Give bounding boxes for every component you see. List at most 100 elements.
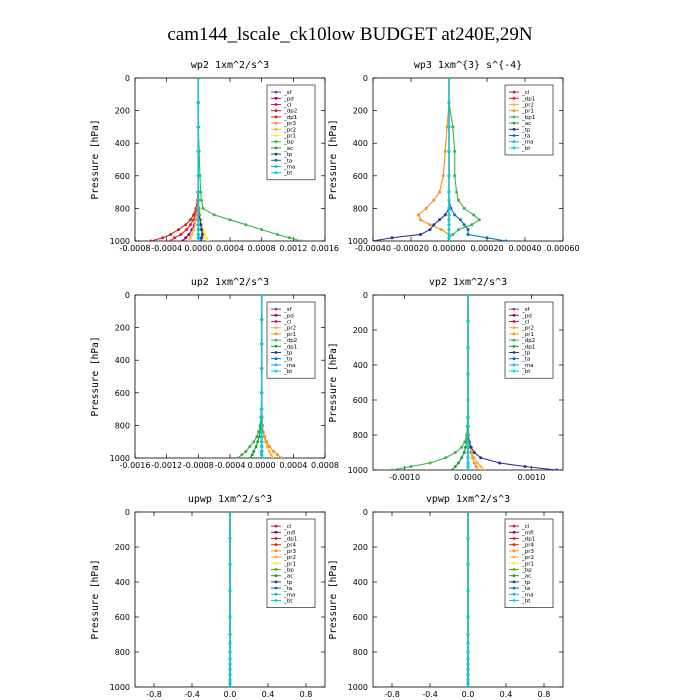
data-point-dp1	[179, 232, 183, 236]
legend-label-tp: _tp	[283, 580, 293, 586]
data-point-bt	[466, 536, 470, 540]
y-axis-label: Pressure [hPa]	[328, 119, 339, 199]
data-point-pr1	[263, 435, 267, 439]
data-point-bt	[466, 440, 470, 444]
data-point-bt	[466, 633, 470, 636]
data-point-ta	[453, 213, 457, 217]
data-point-bt	[260, 423, 264, 427]
data-point-dp2	[255, 435, 259, 439]
data-point-bt	[466, 398, 470, 402]
data-point-bp	[299, 239, 303, 241]
series-group	[228, 512, 232, 687]
data-point-dp1	[184, 228, 188, 232]
y-tick-label: 800	[353, 431, 368, 440]
legend-marker-pr4	[274, 543, 278, 547]
legend-marker-cl	[274, 103, 278, 106]
data-point-bt	[196, 149, 200, 153]
y-tick-label: 800	[115, 204, 130, 213]
data-point-tp	[555, 468, 559, 470]
data-point-bt	[466, 468, 470, 470]
data-point-dp1	[256, 440, 260, 444]
data-point-bt	[196, 218, 200, 222]
data-point-pr1	[276, 453, 279, 457]
legend-marker-tp	[512, 127, 516, 131]
data-point-bp1	[453, 149, 457, 153]
legend-marker-ta	[512, 134, 516, 137]
legend-label-ac: _ac	[521, 574, 531, 580]
data-point-tp	[469, 445, 473, 449]
data-point-bt	[196, 236, 200, 240]
data-point-pr2	[194, 218, 198, 222]
legend-marker-ac	[274, 146, 278, 150]
data-point-tp	[200, 232, 204, 236]
data-point-dp2	[444, 456, 448, 460]
data-point-bt	[447, 190, 451, 194]
data-point-tp	[200, 236, 203, 240]
data-point-pr1	[206, 239, 210, 241]
data-point-dp1	[252, 449, 256, 453]
y-tick-label: 0	[125, 74, 130, 83]
data-point-bt	[466, 589, 470, 593]
data-point-bt	[466, 461, 470, 465]
legend-marker-ac	[512, 121, 516, 125]
data-point-bt	[466, 678, 470, 682]
legend-marker-bp	[274, 140, 278, 144]
legend-label-pr2: _pr2	[283, 555, 296, 561]
panel-6: vpwp 1xm^2/s^3 Pressure [hPa] 0 200 400 600 80…	[328, 494, 564, 699]
data-point-pd	[187, 232, 191, 236]
data-point-tp	[199, 223, 203, 227]
data-point-bt	[228, 657, 232, 661]
data-point-bt	[447, 78, 451, 80]
y-tick-label: 1000	[110, 454, 130, 463]
legend-label-ta: _ta	[283, 357, 292, 363]
data-point-bt	[196, 206, 200, 210]
data-point-bt	[228, 650, 232, 654]
data-point-bt	[228, 662, 232, 666]
data-point-pr1	[203, 232, 207, 236]
series-line-dp1	[250, 295, 263, 458]
legend-label-pr4: _pr4	[521, 543, 535, 549]
y-tick-label: 400	[353, 361, 368, 370]
data-point-bt	[228, 673, 232, 677]
legend-marker-pr1	[274, 134, 278, 137]
data-point-dp1	[460, 456, 464, 460]
legend: _sf_pd_cl_pr2_pr1_dp2_dp1_tp_ta_ma_bt	[266, 301, 316, 379]
x-tick-label: -0.8	[146, 690, 162, 699]
data-point-bt	[466, 319, 470, 323]
data-point-pr1	[469, 451, 473, 454]
legend-label-bp1: _bp1	[521, 115, 535, 121]
data-point-dp2	[184, 223, 188, 227]
legend-marker-dp2	[274, 338, 278, 342]
y-tick-label: 200	[115, 324, 130, 333]
legend-label-sf: _sf	[283, 90, 293, 96]
y-tick-label: 400	[115, 578, 130, 587]
panel-3: up2 1xm^2/s^3 Pressure [hPa] 0 200 400 600 800…	[90, 277, 339, 470]
y-tick-label: 800	[353, 648, 368, 657]
legend-label-pd: _pd	[521, 313, 532, 319]
data-point-tp	[390, 236, 394, 240]
data-point-bp1	[451, 125, 455, 129]
data-point-bt	[260, 445, 264, 449]
data-point-dp2	[188, 218, 192, 222]
panel-title: wp3 1xm^{3} s^{-4}	[414, 60, 522, 71]
legend-marker-tp	[274, 580, 278, 584]
x-tick-label: -0.00040	[355, 244, 391, 253]
legend-marker-cl	[512, 524, 516, 528]
panel-2: wp3 1xm^{3} s^{-4} Pressure [hPa] 0 200 400 6…	[328, 60, 580, 253]
data-point-bp1	[477, 218, 481, 222]
y-tick-label: 1000	[110, 237, 130, 246]
y-tick-label: 1000	[348, 466, 368, 475]
y-tick-label: 0	[363, 291, 368, 300]
data-point-bt	[196, 239, 200, 241]
legend-marker-cl	[274, 320, 278, 323]
legend: _cl_mfl_dp1_pr4_pr3_pr2_pr1_bp_ac_tp_ta_…	[504, 518, 554, 608]
data-point-bt	[196, 125, 200, 129]
y-tick-label: 400	[115, 356, 130, 365]
legend-label-pr1: _pr1	[521, 109, 534, 115]
legend-label-bt: _bt	[521, 599, 531, 605]
series-line-ta	[448, 78, 507, 241]
data-point-bt	[196, 232, 200, 236]
data-point-dp2	[177, 228, 181, 232]
legend-marker-pd	[274, 313, 278, 317]
data-point-bt	[447, 232, 451, 236]
